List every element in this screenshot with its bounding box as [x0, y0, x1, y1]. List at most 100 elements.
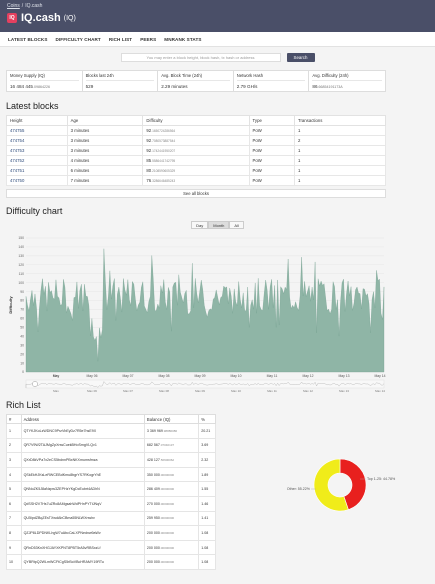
stat-cell: Blocks last 24h 529 — [83, 71, 159, 91]
table-row[interactable]: 10 QYBRtpQ2WLmWCFtCgS5rBoVBcHRAMY19RTu 200… — [6, 554, 216, 570]
percent: 3.69 — [198, 437, 216, 454]
rank: 1 — [6, 423, 22, 439]
breadcrumb-separator: / — [21, 3, 24, 9]
range-month-button[interactable]: Month — [208, 221, 230, 229]
search-input[interactable]: You may enter a block height, block hash… — [120, 53, 281, 62]
address-link[interactable]: QU5ipdZBqZEsTXwdAbCBma55NLWXnwhv — [20, 510, 145, 527]
range-day-button[interactable]: Day — [191, 221, 209, 229]
rich-list-heading: Rich List — [6, 400, 41, 410]
table-row[interactable]: 4 QSkEkHJKsLeRWCEBdKmu8bgrYS7RKogrYhE 350 … — [6, 466, 216, 483]
table-row[interactable]: 474753 3 minutes 92.1742441950207 PoW 1 — [6, 145, 386, 156]
nav-peers[interactable]: PEERS — [140, 36, 157, 42]
see-all-blocks-button[interactable]: See all blocks — [6, 189, 386, 198]
table-row[interactable]: 474754 3 minutes 92.7080573887544 PoW 2 — [6, 135, 386, 146]
stat-value: 2.79 GH/s — [236, 84, 258, 89]
block-difficulty: 92.7080573887544 — [142, 135, 250, 146]
address-link[interactable]: QSkEkHJKsLeRWCEBdKmu8bgrYS7RKogrYhE — [20, 466, 145, 483]
percent: 1.08 — [198, 554, 216, 570]
rank: 7 — [6, 510, 22, 527]
block-transactions: 1 — [294, 155, 386, 166]
balance: 350 000.00000000 — [143, 466, 200, 483]
address-link[interactable]: QXrD8kVPa7x2eCS5bdnnPBxNKXmumsfmza — [20, 452, 145, 468]
table-row[interactable]: 5 QNNoZK5J8aNzpw3ZEPHzYKgDcEubrt4ADhN 286 … — [6, 481, 216, 497]
nav-rich-list[interactable]: RICH LIST — [108, 36, 133, 42]
pie-label-other: Other: 55.22% — [287, 487, 311, 491]
pie-slice-top[interactable] — [339, 458, 367, 510]
table-row[interactable]: 1 QTYKJKoLzWDNC9PrzVbEyDz7R5e7hsE9X 3 369 … — [6, 423, 216, 439]
x-tick-label: May — [53, 374, 60, 378]
table-row[interactable]: 8 QZJP8LDPDNKLhgW7uAbcCaLXPNednw9aWv 200 0… — [6, 525, 216, 541]
address-link[interactable]: QYBRtpQ2WLmWCFtCgS5rBoVBcHRAMY19RTu — [20, 554, 145, 570]
block-type: PoW — [248, 155, 296, 166]
coin-logo-icon: IQ — [7, 13, 17, 23]
table-row[interactable]: 6 QdSSH2V7Hs7uZRc8AMgsahWdPHnPYTtJNqV 270 … — [6, 495, 216, 512]
block-difficulty: 92.1742441950207 — [142, 145, 250, 156]
table-row[interactable]: 474751 6 minutes 80.2108590605329 PoW 1 — [6, 165, 386, 176]
block-height-link[interactable]: 474755 — [6, 125, 68, 136]
y-tick-label: 90 — [20, 290, 24, 294]
column-header-transactions: Transactions — [294, 115, 386, 126]
table-row[interactable]: 3 QXrD8kVPa7x2eCS5bdnnPBxNKXmumsfmza 428 1… — [6, 452, 216, 468]
address-link[interactable]: QTYKJKoLzWDNC9PrzVbEyDz7R5e7hsE9X — [20, 423, 145, 439]
stat-cell: Network Hash 2.79 GH/s — [234, 71, 310, 91]
nav-difficulty-chart[interactable]: DIFFICULTY CHART — [55, 36, 101, 42]
y-tick-label: 120 — [18, 263, 24, 267]
navigator-tick-label: May 11 — [267, 389, 277, 392]
pie-slice-other[interactable] — [313, 458, 349, 512]
balance: 200 000.00000000 — [143, 554, 200, 570]
block-type: PoW — [248, 125, 296, 136]
stats-panel: Money Supply (IQ) 16 484 445.09864226 Bloc… — [6, 70, 386, 92]
block-height-link[interactable]: 474750 — [6, 175, 68, 186]
block-age: 3 minutes — [66, 125, 144, 136]
y-tick-label: 50 — [20, 326, 24, 330]
navigator-tick-label: May 14 — [375, 389, 385, 392]
stat-value: 2.29 minutes — [161, 84, 188, 89]
table-row[interactable]: 7 QU5ipdZBqZEsTXwdAbCBma55NLWXnwhv 259 950… — [6, 510, 216, 527]
block-transactions: 1 — [294, 145, 386, 156]
block-age: 6 minutes — [66, 165, 144, 176]
breadcrumb-current: IQ.cash — [25, 3, 43, 9]
address-link[interactable]: QR7V9W2TAJMgZpXnwCuekBHoSmgVLQv1 — [20, 437, 145, 454]
x-tick-label: May 10 — [230, 374, 241, 378]
balance: 270 000.00000000 — [143, 495, 200, 512]
range-all-button[interactable]: All — [229, 221, 244, 229]
y-tick-label: 80 — [20, 299, 24, 303]
rank: 6 — [6, 495, 22, 512]
percent: 1.41 — [198, 510, 216, 527]
column-header-balance: Balance (IQ) — [143, 414, 200, 424]
percent: 1.08 — [198, 539, 216, 556]
block-height-link[interactable]: 474752 — [6, 155, 68, 166]
balance: 682 567.07040137 — [143, 437, 200, 454]
navigator-tick-label: May 13 — [339, 389, 349, 392]
table-row[interactable]: 474752 4 minutes 85.5586441742795 PoW 1 — [6, 155, 386, 166]
block-transactions: 2 — [294, 135, 386, 146]
x-tick-label: May 06 — [86, 374, 97, 378]
table-row[interactable]: 2 QR7V9W2TAJMgZpXnwCuekBHoSmgVLQv1 682 567… — [6, 437, 216, 454]
table-row[interactable]: 474755 3 minutes 92.1650724286564 PoW 1 — [6, 125, 386, 136]
table-row[interactable]: 474750 7 minutes 76.3286646485243 PoW 1 — [6, 175, 386, 186]
address-link[interactable]: QNNoZK5J8aNzpw3ZEPHzYKgDcEubrt4ADhN — [20, 481, 145, 497]
breadcrumb-home-link[interactable]: Coins — [7, 3, 20, 9]
rank: 3 — [6, 452, 22, 468]
stat-cell: Avg. Difficulty (24h) 86.66854191173A — [309, 71, 385, 91]
block-height-link[interactable]: 474753 — [6, 145, 68, 156]
y-tick-label: 40 — [20, 334, 24, 338]
balance: 259 950.00000000 — [143, 510, 200, 527]
column-header-height: Height — [6, 115, 68, 126]
balance: 428 127.56600062 — [143, 452, 200, 468]
y-tick-label: 30 — [20, 343, 24, 347]
navigator-tick-label: May — [53, 389, 59, 392]
y-tick-label: 140 — [18, 245, 24, 249]
stat-value: 16 484 445.09864226 — [10, 84, 50, 89]
nav-mnrank-stats[interactable]: MNRANK STATS — [164, 36, 202, 42]
address-link[interactable]: QRnD53KnXHGJAYXKPNT8PBT5rA5vRBSxzLf — [20, 539, 145, 556]
address-link[interactable]: QdSSH2V7Hs7uZRc8AMgsahWdPHnPYTtJNqV — [20, 495, 145, 512]
percent: 1.08 — [198, 525, 216, 541]
block-height-link[interactable]: 474751 — [6, 165, 68, 176]
block-type: PoW — [248, 145, 296, 156]
nav-latest-blocks[interactable]: LATEST BLOCKS — [8, 36, 48, 42]
address-link[interactable]: QZJP8LDPDNKLhgW7uAbcCaLXPNednw9aWv — [20, 525, 145, 541]
table-row[interactable]: 9 QRnD53KnXHGJAYXKPNT8PBT5rA5vRBSxzLf 200 … — [6, 539, 216, 556]
block-height-link[interactable]: 474754 — [6, 135, 68, 146]
search-button[interactable]: Search — [286, 53, 315, 62]
